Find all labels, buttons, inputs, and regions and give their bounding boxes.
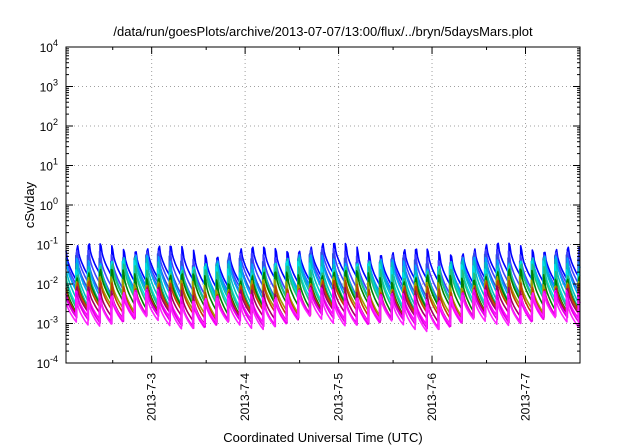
x-tick-label: 2013-7-5 (332, 373, 346, 421)
flux-series-line (65, 254, 581, 305)
flux-series-line (65, 247, 581, 296)
x-tick-label: 2013-7-3 (145, 373, 159, 421)
flux-series-line (65, 242, 581, 290)
y-tick-label: 10-4 (37, 354, 58, 371)
y-tick-label: 100 (40, 196, 58, 213)
x-tick-label: 2013-7-6 (425, 373, 439, 421)
y-tick-label: 103 (40, 78, 58, 95)
y-tick-label: 10-1 (37, 236, 58, 253)
x-tick-label: 2013-7-7 (518, 373, 532, 421)
y-tick-label: 10-2 (37, 275, 58, 292)
flux-series-line (65, 279, 581, 323)
y-tick-label: 10-3 (37, 315, 58, 332)
x-axis-label: Coordinated Universal Time (UTC) (223, 430, 422, 445)
flux-series-line (65, 284, 581, 326)
flux-series-line (65, 291, 581, 333)
y-axis: 10-4 10-3 10-2 10-1 100 101 102 103 104 (37, 38, 580, 371)
y-tick-label: 101 (40, 157, 58, 174)
flux-series-line (65, 289, 581, 331)
y-axis-label: cSv/day (22, 181, 37, 228)
flux-series-line (65, 257, 581, 309)
y-tick-label: 102 (40, 117, 58, 134)
chart-title: /data/run/goesPlots/archive/2013-07-07/1… (113, 24, 533, 39)
x-tick-label: 2013-7-4 (238, 373, 252, 421)
flux-series-line (65, 263, 581, 313)
x-axis: 2013-7-3 2013-7-4 2013-7-5 2013-7-6 2013-7-7 (112, 47, 532, 421)
y-tick-label: 104 (40, 38, 58, 55)
series-group (65, 242, 581, 333)
